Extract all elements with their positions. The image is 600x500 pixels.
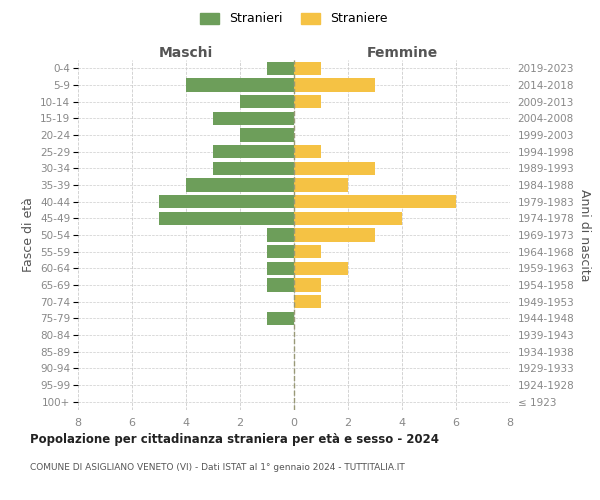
Bar	[213, 162, 294, 175]
Bar	[294, 245, 321, 258]
Bar	[267, 245, 294, 258]
Bar	[294, 212, 402, 225]
Text: Femmine: Femmine	[367, 46, 437, 60]
Bar	[294, 278, 321, 291]
Bar	[294, 195, 456, 208]
Text: COMUNE DI ASIGLIANO VENETO (VI) - Dati ISTAT al 1° gennaio 2024 - TUTTITALIA.IT: COMUNE DI ASIGLIANO VENETO (VI) - Dati I…	[30, 462, 405, 471]
Bar	[240, 95, 294, 108]
Bar	[294, 62, 321, 75]
Bar	[267, 312, 294, 325]
Bar	[267, 278, 294, 291]
Bar	[213, 112, 294, 125]
Bar	[213, 145, 294, 158]
Bar	[267, 228, 294, 241]
Bar	[294, 78, 375, 92]
Bar	[267, 62, 294, 75]
Bar	[294, 228, 375, 241]
Bar	[294, 162, 375, 175]
Bar	[294, 262, 348, 275]
Legend: Stranieri, Straniere: Stranieri, Straniere	[197, 8, 391, 29]
Bar	[186, 78, 294, 92]
Text: Maschi: Maschi	[159, 46, 213, 60]
Bar	[159, 195, 294, 208]
Y-axis label: Anni di nascita: Anni di nascita	[578, 188, 591, 281]
Text: Popolazione per cittadinanza straniera per età e sesso - 2024: Popolazione per cittadinanza straniera p…	[30, 432, 439, 446]
Bar	[294, 95, 321, 108]
Bar	[267, 262, 294, 275]
Bar	[159, 212, 294, 225]
Bar	[294, 145, 321, 158]
Bar	[186, 178, 294, 192]
Bar	[294, 295, 321, 308]
Bar	[240, 128, 294, 141]
Bar	[294, 178, 348, 192]
Y-axis label: Fasce di età: Fasce di età	[22, 198, 35, 272]
